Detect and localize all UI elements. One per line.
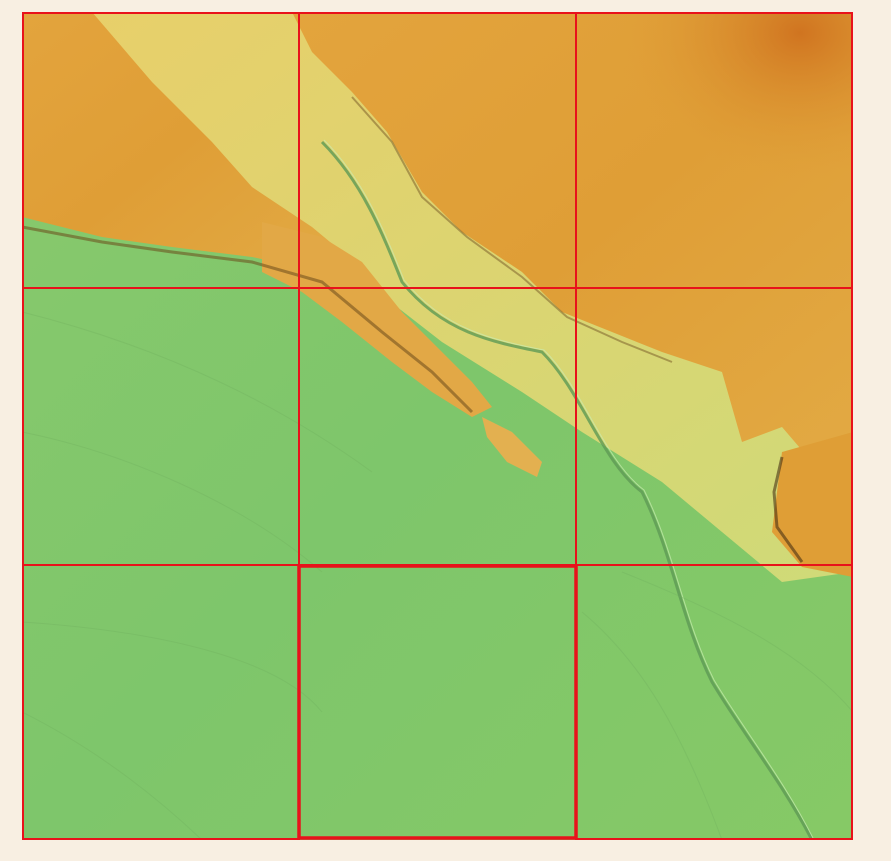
grid-tile-2-2[interactable]: [298, 287, 577, 566]
grid-tile-3-3[interactable]: [575, 564, 853, 840]
grid-tile-1-3[interactable]: [575, 12, 853, 289]
stream-channel: [320, 140, 814, 840]
ridge-spur: [262, 222, 492, 417]
grid-tile-1-1[interactable]: [22, 12, 300, 289]
elevation-map[interactable]: [22, 12, 853, 840]
lobe-shadow: [772, 456, 804, 563]
field-lines: [22, 311, 853, 840]
grid-tile-3-1[interactable]: [22, 564, 300, 840]
plateau-lobe-southeast: [772, 432, 853, 577]
stream-channel-highlight: [323, 139, 815, 840]
ridge-spur-tip: [482, 417, 542, 477]
grid-tile-2-3[interactable]: [575, 287, 853, 566]
plateau-west: [22, 12, 342, 272]
tile-grid: [22, 12, 853, 840]
escarpment-shadow: [22, 225, 474, 414]
grid-tile-1-2[interactable]: [298, 12, 577, 289]
grid-tile-3-2-selected[interactable]: [297, 564, 578, 840]
relief-canvas: [22, 12, 853, 840]
escarpment-shadow-east: [351, 96, 673, 363]
grid-tile-2-1[interactable]: [22, 287, 300, 566]
